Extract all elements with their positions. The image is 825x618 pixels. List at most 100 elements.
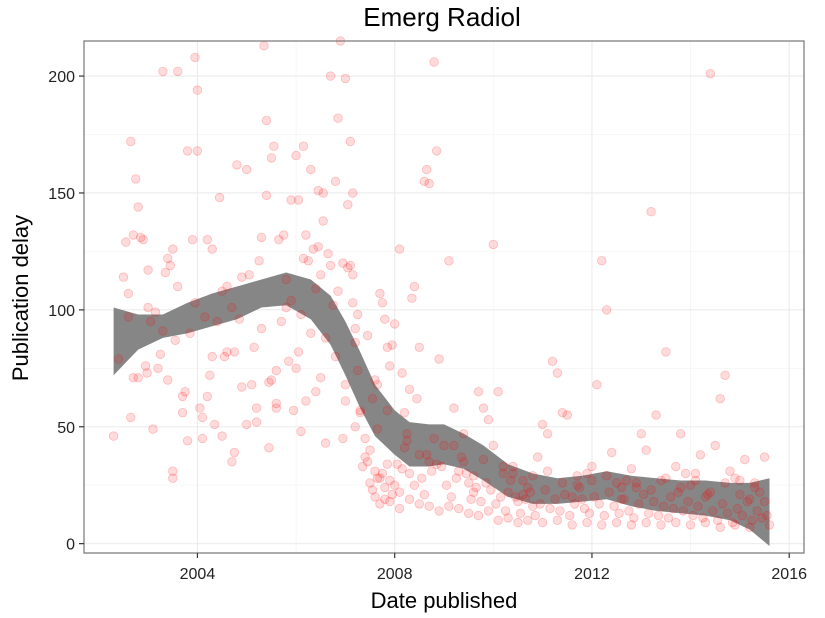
data-point [614, 508, 624, 519]
data-point [313, 241, 323, 252]
data-point [190, 298, 200, 308]
data-point [138, 234, 148, 245]
data-point [311, 284, 321, 294]
data-point [348, 270, 358, 280]
data-point [742, 496, 753, 507]
data-point [251, 417, 262, 427]
data-point [451, 473, 462, 483]
data-point [163, 375, 173, 385]
data-point [409, 480, 420, 490]
data-point [387, 340, 397, 350]
y-tick-label: 50 [57, 420, 75, 437]
data-point [330, 176, 341, 187]
data-point [182, 436, 193, 446]
data-point [148, 424, 158, 434]
data-point [190, 52, 200, 63]
data-point [673, 487, 683, 497]
data-point [316, 373, 326, 383]
data-point [552, 515, 563, 526]
data-point [631, 482, 642, 493]
data-point [602, 305, 612, 315]
data-point [431, 459, 442, 469]
data-point [752, 506, 762, 516]
data-point [133, 202, 143, 212]
data-point [385, 361, 395, 371]
data-point [177, 391, 188, 402]
data-point [700, 517, 711, 528]
data-point [160, 267, 171, 278]
data-point [471, 482, 481, 493]
data-point [683, 496, 693, 507]
data-point [325, 71, 336, 81]
data-point [212, 316, 222, 327]
data-point [355, 405, 365, 416]
data-point [693, 501, 703, 511]
data-point [740, 454, 750, 465]
scatter-points [108, 36, 775, 533]
data-point [661, 473, 671, 483]
data-point [520, 494, 531, 504]
data-point [128, 230, 139, 240]
data-point [414, 499, 425, 509]
data-point [367, 394, 378, 404]
data-point [205, 370, 215, 381]
data-point [424, 501, 434, 511]
data-point [318, 216, 328, 226]
data-point [325, 260, 336, 271]
x-tick-label: 2012 [574, 566, 610, 583]
x-tick-label: 2008 [377, 566, 413, 583]
data-point [572, 480, 582, 490]
data-point [195, 403, 205, 413]
data-point [727, 517, 738, 528]
data-point [350, 337, 360, 348]
data-point [666, 492, 676, 502]
data-point [503, 513, 513, 523]
data-point [589, 492, 600, 502]
data-point [390, 319, 400, 329]
data-point [150, 307, 161, 317]
data-point [722, 508, 733, 519]
data-point [518, 475, 528, 486]
data-point [648, 496, 659, 507]
data-point [468, 471, 479, 481]
y-tick-label: 100 [48, 303, 75, 320]
data-point [671, 517, 681, 528]
data-point [380, 482, 390, 493]
data-point [565, 510, 575, 521]
data-point [362, 457, 373, 467]
data-point [414, 450, 425, 460]
data-point [281, 274, 291, 285]
data-point [422, 164, 432, 175]
data-point [259, 41, 269, 51]
data-point [542, 429, 553, 439]
y-axis-title: Publication delay [8, 215, 33, 381]
data-point [629, 513, 639, 523]
data-point [407, 293, 417, 303]
data-point [732, 503, 743, 514]
data-point [496, 492, 506, 502]
data-point [616, 482, 627, 493]
data-point [412, 394, 422, 404]
data-point [663, 513, 674, 523]
data-point [528, 471, 538, 481]
data-point [394, 487, 405, 497]
data-point [113, 354, 124, 364]
data-point [459, 429, 469, 439]
data-point [459, 457, 469, 467]
data-point [717, 499, 728, 509]
data-point [402, 436, 412, 446]
data-point [399, 408, 410, 418]
data-point [340, 380, 351, 390]
data-point [424, 457, 434, 467]
data-point [427, 466, 437, 476]
data-point [131, 174, 141, 184]
data-point [757, 513, 767, 523]
data-point [498, 468, 508, 479]
data-point [227, 457, 237, 467]
data-point [217, 431, 227, 441]
data-point [145, 316, 156, 327]
data-point [476, 496, 486, 507]
data-point [200, 312, 210, 322]
data-point [118, 272, 129, 282]
